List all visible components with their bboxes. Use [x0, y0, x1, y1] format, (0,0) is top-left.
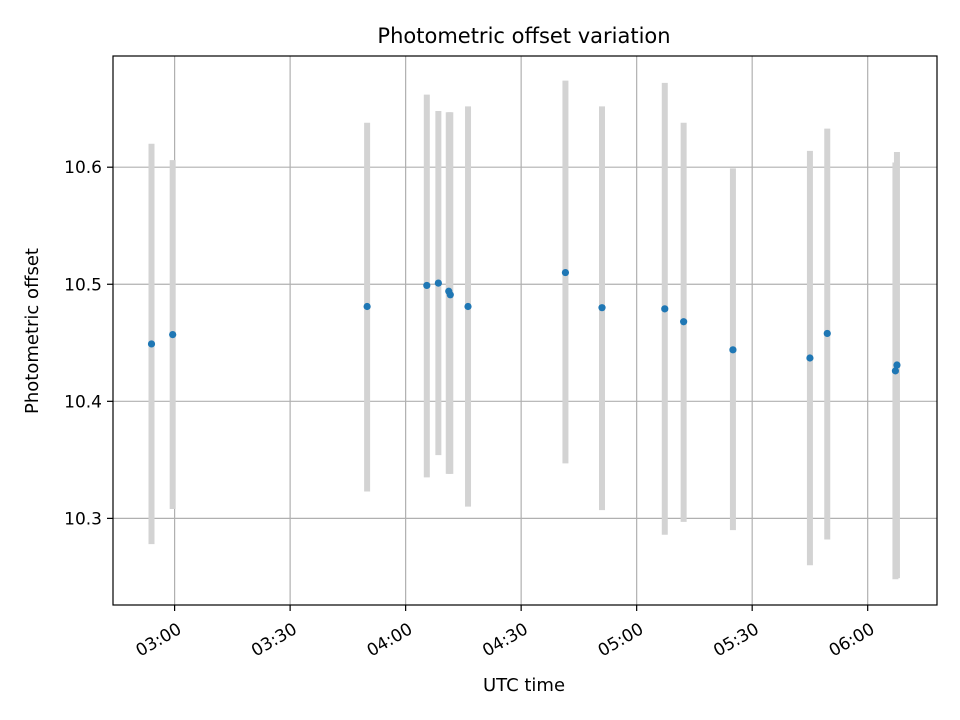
- data-point: [823, 329, 831, 338]
- x-tick-label: 04:00: [364, 619, 416, 661]
- data-point: [147, 340, 156, 348]
- data-point: [891, 367, 900, 375]
- data-point: [446, 291, 454, 299]
- data-point: [464, 302, 472, 311]
- data-point: [363, 302, 371, 311]
- y-tick-label: 10.6: [64, 158, 102, 178]
- data-point: [561, 268, 570, 277]
- data-point: [423, 281, 431, 290]
- y-tick-label: 10.5: [64, 275, 102, 295]
- data-point: [729, 346, 737, 354]
- y-tick-label: 10.4: [64, 392, 102, 412]
- data-points: [147, 268, 901, 375]
- x-axis-label: UTC time: [483, 675, 565, 696]
- y-axis-label: Photometric offset: [22, 248, 43, 414]
- data-point: [680, 318, 688, 326]
- data-point: [169, 330, 177, 339]
- x-tick-label: 06:00: [826, 619, 878, 661]
- data-point: [806, 354, 814, 362]
- data-point: [434, 279, 442, 287]
- y-tick-label: 10.3: [64, 509, 102, 529]
- data-point: [893, 361, 901, 369]
- data-point: [598, 304, 606, 312]
- data-point: [661, 305, 669, 313]
- x-tick-label: 05:30: [710, 619, 762, 661]
- grid: [113, 56, 937, 605]
- y-axis-ticks: 10.3 10.4 10.5 10.6: [64, 158, 113, 529]
- x-tick-label: 03:30: [248, 619, 300, 661]
- chart-title: Photometric offset variation: [377, 24, 670, 48]
- plot-frame: [112, 55, 938, 606]
- error-bars: [148, 80, 900, 580]
- x-tick-label: 04:30: [479, 619, 531, 661]
- x-axis-ticks: 03:00 03:30 04:00 04:30 05:00 05:30 06:00: [133, 605, 878, 661]
- x-tick-label: 03:00: [133, 619, 185, 661]
- x-tick-label: 05:00: [595, 619, 647, 661]
